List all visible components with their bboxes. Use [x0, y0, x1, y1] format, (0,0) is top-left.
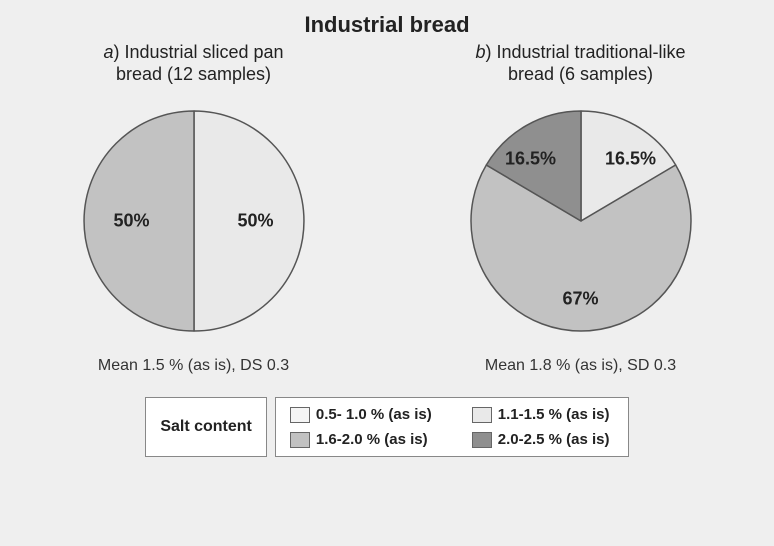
charts-row: a) Industrial sliced pan bread (12 sampl… — [0, 42, 774, 375]
chart-a-prefix: a — [103, 42, 113, 62]
chart-b-title: b) Industrial traditional-like bread (6 … — [465, 42, 695, 85]
legend-items-box: 0.5- 1.0 % (as is) 1.1-1.5 % (as is) 1.6-2… — [275, 397, 629, 457]
chart-b-title-line1: ) Industrial traditional-like — [485, 42, 685, 62]
chart-a-pie: 50% 50% — [44, 91, 344, 351]
legend-swatch-0 — [290, 407, 310, 423]
legend-swatch-1 — [472, 407, 492, 423]
legend-label-2: 1.6-2.0 % (as is) — [316, 431, 428, 448]
chart-b-pie: 16.5% 67% 16.5% — [431, 91, 731, 351]
legend-swatch-2 — [290, 432, 310, 448]
chart-a-column: a) Industrial sliced pan bread (12 sampl… — [0, 42, 387, 375]
chart-a-caption: Mean 1.5 % (as is), DS 0.3 — [98, 357, 289, 375]
legend-item-1: 1.1-1.5 % (as is) — [472, 406, 614, 423]
legend-label-3: 2.0-2.5 % (as is) — [498, 431, 610, 448]
main-title: Industrial bread — [0, 0, 774, 38]
legend-item-2: 1.6-2.0 % (as is) — [290, 431, 432, 448]
legend-label-0: 0.5- 1.0 % (as is) — [316, 406, 432, 423]
chart-b-slice-label-1: 67% — [562, 289, 598, 310]
chart-a-title: a) Industrial sliced pan bread (12 sampl… — [93, 42, 293, 85]
chart-b-slice-label-2: 16.5% — [505, 149, 556, 170]
legend-label-1: 1.1-1.5 % (as is) — [498, 406, 610, 423]
legend-title: Salt content — [160, 418, 252, 436]
chart-a-slice-label-1: 50% — [113, 211, 149, 232]
figure-container: Industrial bread a) Industrial sliced pa… — [0, 0, 774, 546]
chart-a-svg — [44, 91, 344, 351]
chart-b-caption: Mean 1.8 % (as is), SD 0.3 — [485, 357, 676, 375]
chart-b-column: b) Industrial traditional-like bread (6 … — [387, 42, 774, 375]
chart-a-slice-label-0: 50% — [237, 211, 273, 232]
chart-a-title-line2: bread (12 samples) — [116, 64, 271, 84]
legend-row: Salt content 0.5- 1.0 % (as is) 1.1-1.5 %… — [0, 397, 774, 457]
legend-swatch-3 — [472, 432, 492, 448]
legend-item-3: 2.0-2.5 % (as is) — [472, 431, 614, 448]
legend-item-0: 0.5- 1.0 % (as is) — [290, 406, 432, 423]
chart-b-slice-label-0: 16.5% — [605, 149, 656, 170]
chart-b-title-line2: bread (6 samples) — [508, 64, 653, 84]
chart-b-svg — [431, 91, 731, 351]
chart-a-title-line1: ) Industrial sliced pan — [113, 42, 283, 62]
chart-b-prefix: b — [475, 42, 485, 62]
legend-title-box: Salt content — [145, 397, 267, 457]
